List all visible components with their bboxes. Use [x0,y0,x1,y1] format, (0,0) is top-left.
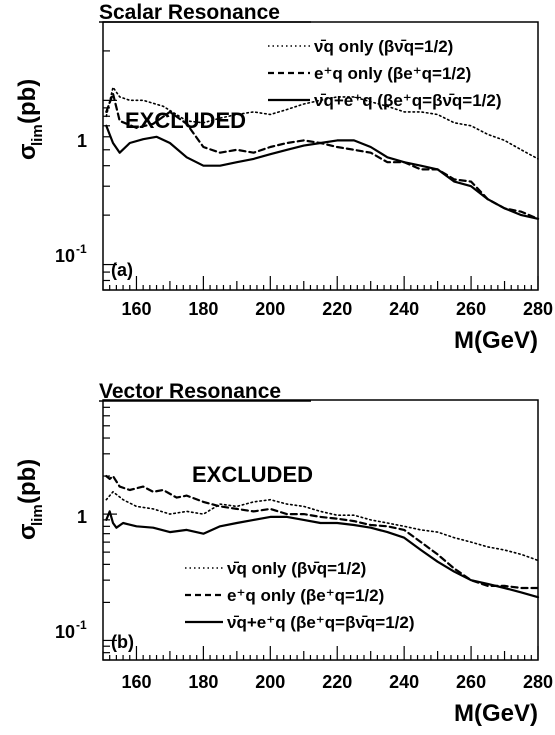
x-tick-label: 260 [456,299,486,319]
series-line-dotted [105,491,539,562]
excluded-label: EXCLUDED [192,462,313,487]
y-tick-label: 10 [55,622,75,642]
legend-entry: ν̄q only (βν̄q=1/2) [227,559,366,578]
panel-label: (b) [111,632,134,652]
series-line-solid [105,124,540,220]
x-axis-label: M(GeV) [454,327,538,354]
y-axis-label-subscript: lim [29,504,46,526]
y-axis-label-unit: (pb) [14,459,41,504]
series-line-dashed [105,475,540,590]
x-axis-label: M(GeV) [454,700,538,727]
chart-panel-a: Scalar Resonance 160 180 200 220 240 260 280 1 10… [14,1,553,354]
x-tick-label: 240 [389,672,419,692]
x-tick-label: 280 [523,299,553,319]
chart-title: Scalar Resonance [99,1,280,24]
x-tick-label: 280 [523,672,553,692]
y-axis-label-sigma: σ [14,144,41,160]
y-axis-label-unit: (pb) [14,79,41,124]
x-tick-label: 160 [121,299,151,319]
x-tick-label: 220 [322,299,352,319]
series-line-dashed [105,92,540,220]
y-tick-exponent: -1 [76,618,87,632]
plot-frame [102,21,539,291]
series-line-dotted [105,86,539,160]
legend-entry: ν̄q+e⁺q (βe⁺q=βν̄q=1/2) [314,91,502,110]
legend-entry: e⁺q only (βe⁺q=1/2) [227,586,384,605]
x-tick-label: 220 [322,672,352,692]
y-axis-label-subscript: lim [29,124,46,146]
legend-entry: e⁺q only (βe⁺q=1/2) [314,64,471,83]
y-tick-label: 10 [55,246,75,266]
x-tick-label: 200 [255,672,285,692]
legend-entry: ν̄q only (βν̄q=1/2) [314,37,453,56]
plot-frame [102,399,539,661]
x-tick-label: 160 [121,672,151,692]
y-tick-exponent: -1 [76,242,87,256]
y-tick-label: 1 [77,131,87,151]
chart-title: Vector Resonance [99,380,281,403]
chart-panel-b: Vector Resonance 160 180 200 220 240 260 280 1 10… [14,380,553,727]
y-axis-label-sigma: σ [14,524,41,540]
x-tick-label: 180 [188,672,218,692]
x-tick-label: 240 [389,299,419,319]
x-tick-label: 200 [255,299,285,319]
y-tick-label: 1 [77,507,87,527]
series-line-solid [105,510,540,599]
panel-label: (a) [111,260,133,280]
legend-entry: ν̄q+e⁺q (βe⁺q=βν̄q=1/2) [227,613,415,632]
x-tick-label: 260 [456,672,486,692]
x-tick-label: 180 [188,299,218,319]
